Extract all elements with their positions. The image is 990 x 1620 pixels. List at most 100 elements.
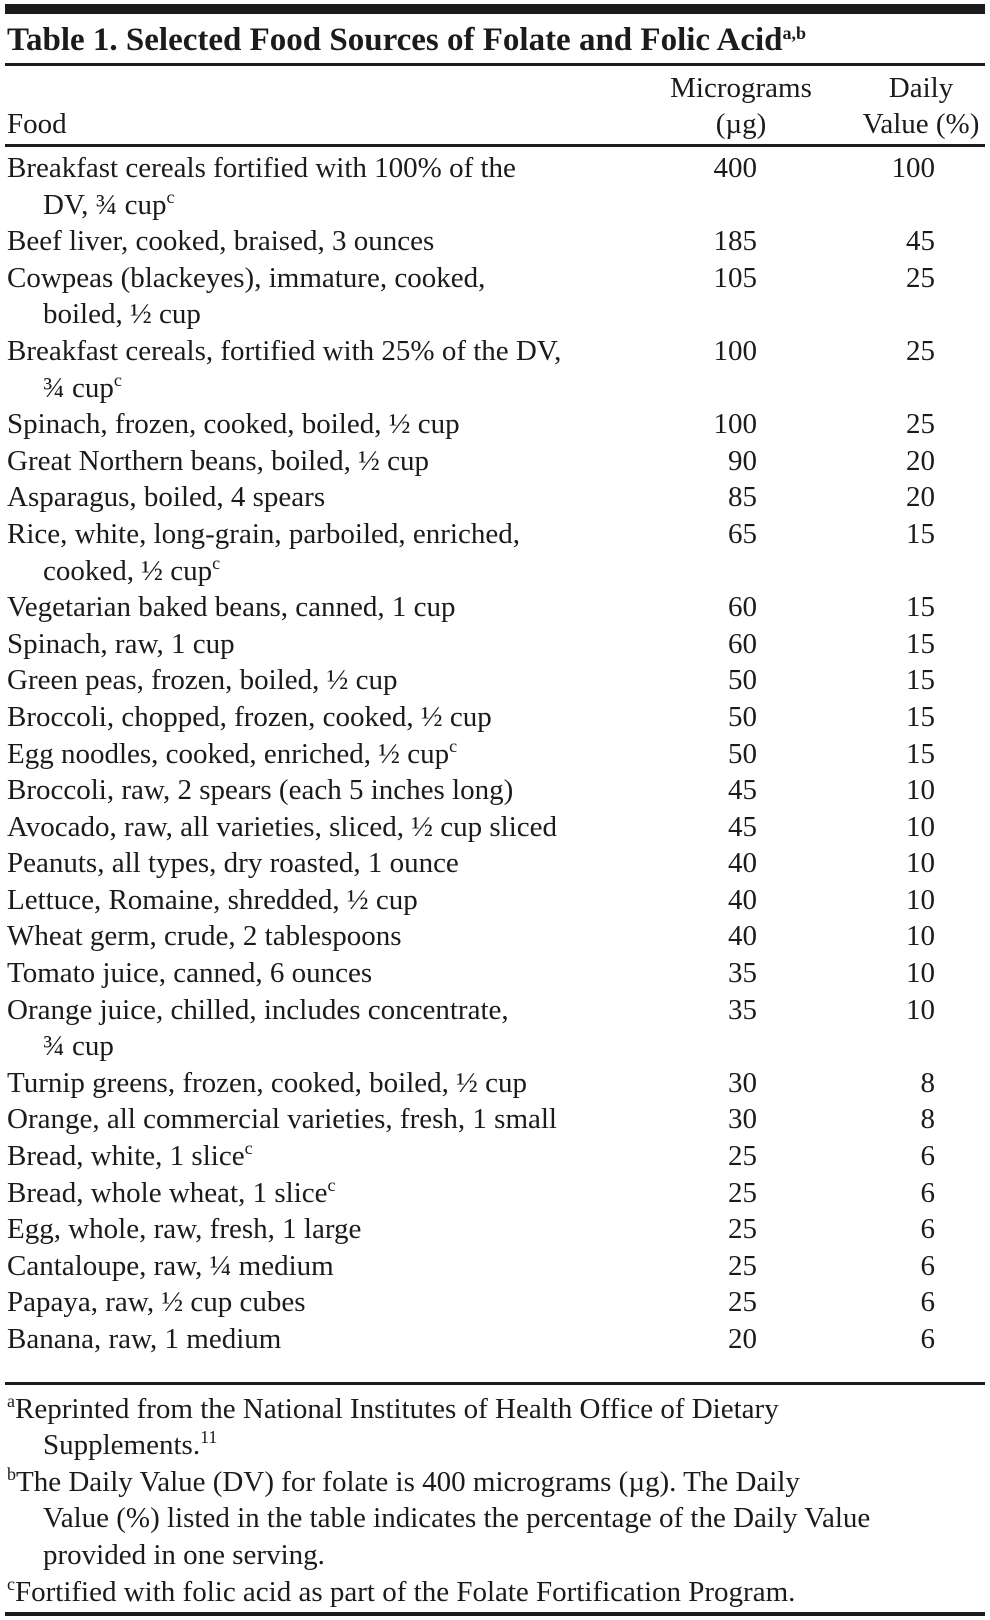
footnote-marker-superscript: b	[7, 1463, 16, 1484]
column-header-daily-line1: Daily	[888, 72, 954, 104]
micrograms-value: 25	[728, 1176, 757, 1209]
daily-value: 8	[920, 1103, 936, 1136]
table-row: Bread, white, 1 slicec 25 6	[5, 1138, 985, 1175]
daily-value: 6	[920, 1213, 936, 1246]
food-name-line: Great Northern beans, boiled, ½ cup	[7, 444, 429, 477]
food-name-line: Breakfast cereals, fortified with 25% of…	[7, 334, 562, 367]
food-name-line: Papaya, raw, ½ cup cubes	[7, 1286, 306, 1319]
daily-value: 15	[906, 627, 935, 660]
micrograms-value: 40	[728, 920, 757, 953]
micrograms-value: 25	[728, 1286, 757, 1319]
food-cell: Orange, all commercial varieties, fresh,…	[5, 1101, 625, 1138]
table-body: Breakfast cereals fortified with 100% of…	[5, 147, 985, 1358]
micrograms-value: 25	[728, 1213, 757, 1246]
daily-value: 100	[891, 152, 936, 184]
reference-number-superscript: 11	[200, 1427, 218, 1448]
micrograms-value: 35	[728, 957, 757, 990]
food-name-line: Asparagus, boiled, 4 spears	[7, 481, 326, 514]
table-row: Papaya, raw, ½ cup cubes 25 6	[5, 1284, 985, 1321]
food-name-line: ¾ cupc	[43, 369, 122, 404]
food-cell: Avocado, raw, all varieties, sliced, ½ c…	[5, 809, 625, 846]
micrograms-value: 65	[728, 517, 757, 550]
table-row: Spinach, frozen, cooked, boiled, ½ cup 10…	[5, 406, 985, 443]
food-name-line: Rice, white, long-grain, parboiled, enri…	[7, 517, 520, 550]
table-row: Egg noodles, cooked, enriched, ½ cupc 50 1…	[5, 736, 985, 773]
daily-value: 10	[906, 920, 935, 953]
food-cell: Peanuts, all types, dry roasted, 1 ounce	[5, 845, 625, 882]
food-cell: Wheat germ, crude, 2 tablespoons	[5, 918, 625, 955]
table-row: Beef liver, cooked, braised, 3 ounces 185…	[5, 223, 985, 260]
daily-value: 25	[906, 261, 935, 294]
food-cell: Green peas, frozen, boiled, ½ cup	[5, 662, 625, 699]
food-cell: Asparagus, boiled, 4 spears	[5, 479, 625, 516]
micrograms-value: 60	[728, 591, 757, 624]
daily-value: 10	[906, 774, 935, 807]
table-row: Spinach, raw, 1 cup 60 15	[5, 626, 985, 663]
food-name-line: Bread, white, 1 slicec	[7, 1138, 253, 1173]
column-header-daily-value: Daily Value (%)	[857, 70, 985, 142]
table-row: Cantaloupe, raw, ¼ medium 25 6	[5, 1248, 985, 1285]
food-name-line: Egg, whole, raw, fresh, 1 large	[7, 1213, 362, 1246]
food-name-line: Broccoli, chopped, frozen, cooked, ½ cup	[7, 700, 492, 733]
column-header-food: Food	[7, 108, 67, 140]
micrograms-value: 100	[713, 408, 758, 441]
micrograms-value: 50	[728, 700, 757, 733]
table-row: Lettuce, Romaine, shredded, ½ cup 40 10	[5, 882, 985, 919]
micrograms-value: 25	[728, 1249, 757, 1282]
food-cell: Cowpeas (blackeyes), immature, cooked, bo…	[5, 260, 625, 333]
food-name-line: Turnip greens, frozen, cooked, boiled, ½…	[7, 1066, 528, 1099]
table-row: Orange juice, chilled, includes concentr…	[5, 992, 985, 1065]
daily-value: 25	[906, 408, 935, 441]
daily-value: 15	[906, 517, 935, 550]
table-row: Broccoli, raw, 2 spears (each 5 inches l…	[5, 772, 985, 809]
footnote-line: bThe Daily Value (DV) for folate is 400 …	[7, 1463, 800, 1498]
food-name-line: Vegetarian baked beans, canned, 1 cup	[7, 591, 456, 624]
table-title-superscript: a,b	[782, 23, 806, 43]
footnote-line: Value (%) listed in the table indicates …	[43, 1502, 871, 1535]
food-cell: Broccoli, raw, 2 spears (each 5 inches l…	[5, 772, 625, 809]
column-header-micrograms-line1: Micrograms	[670, 72, 812, 104]
bottom-rule	[5, 1612, 985, 1617]
column-header-micrograms: Micrograms (µg)	[625, 70, 857, 142]
micrograms-value: 50	[728, 664, 757, 697]
table-row: Green peas, frozen, boiled, ½ cup 50 15	[5, 662, 985, 699]
table-row: Breakfast cereals fortified with 100% of…	[5, 150, 985, 223]
table-row: Asparagus, boiled, 4 spears 85 20	[5, 479, 985, 516]
food-name-line: boiled, ½ cup	[43, 298, 201, 331]
food-cell: Breakfast cereals fortified with 100% of…	[5, 150, 625, 223]
table-row: Egg, whole, raw, fresh, 1 large 25 6	[5, 1211, 985, 1248]
table-row: Breakfast cereals, fortified with 25% of…	[5, 333, 985, 406]
table-title-text: Table 1. Selected Food Sources of Folate…	[7, 22, 783, 58]
food-cell: Vegetarian baked beans, canned, 1 cup	[5, 589, 625, 626]
food-name-line: Peanuts, all types, dry roasted, 1 ounce	[7, 847, 459, 880]
micrograms-value: 40	[728, 883, 757, 916]
micrograms-value: 50	[728, 737, 757, 770]
food-cell: Bread, whole wheat, 1 slicec	[5, 1175, 625, 1212]
daily-value: 6	[920, 1286, 936, 1319]
food-cell: Egg, whole, raw, fresh, 1 large	[5, 1211, 625, 1248]
food-cell: Beef liver, cooked, braised, 3 ounces	[5, 223, 625, 260]
daily-value: 20	[906, 444, 935, 477]
food-name-line: Spinach, raw, 1 cup	[7, 627, 235, 660]
footnote-line: aReprinted from the National Institutes …	[7, 1390, 779, 1425]
table-row: Avocado, raw, all varieties, sliced, ½ c…	[5, 809, 985, 846]
footnote-ref-superscript: c	[113, 369, 122, 390]
footnote-line: cFortified with folic acid as part of th…	[7, 1573, 796, 1608]
food-cell: Banana, raw, 1 medium	[5, 1321, 625, 1358]
daily-value: 45	[906, 225, 935, 258]
micrograms-value: 400	[713, 152, 758, 184]
food-cell: Broccoli, chopped, frozen, cooked, ½ cup	[5, 699, 625, 736]
food-name-line: Broccoli, raw, 2 spears (each 5 inches l…	[7, 774, 514, 807]
food-name-line: Spinach, frozen, cooked, boiled, ½ cup	[7, 408, 460, 441]
column-header-micrograms-line2: (µg)	[715, 108, 767, 140]
food-cell: Breakfast cereals, fortified with 25% of…	[5, 333, 625, 406]
table-row: Orange, all commercial varieties, fresh,…	[5, 1101, 985, 1138]
micrograms-value: 25	[728, 1140, 757, 1173]
table-row: Broccoli, chopped, frozen, cooked, ½ cup…	[5, 699, 985, 736]
daily-value: 10	[906, 957, 935, 990]
food-name-line: Breakfast cereals fortified with 100% of…	[7, 152, 516, 184]
food-cell: Tomato juice, canned, 6 ounces	[5, 955, 625, 992]
rule-below-header	[5, 144, 985, 147]
food-name-line: Beef liver, cooked, braised, 3 ounces	[7, 225, 435, 258]
micrograms-value: 35	[728, 993, 757, 1026]
